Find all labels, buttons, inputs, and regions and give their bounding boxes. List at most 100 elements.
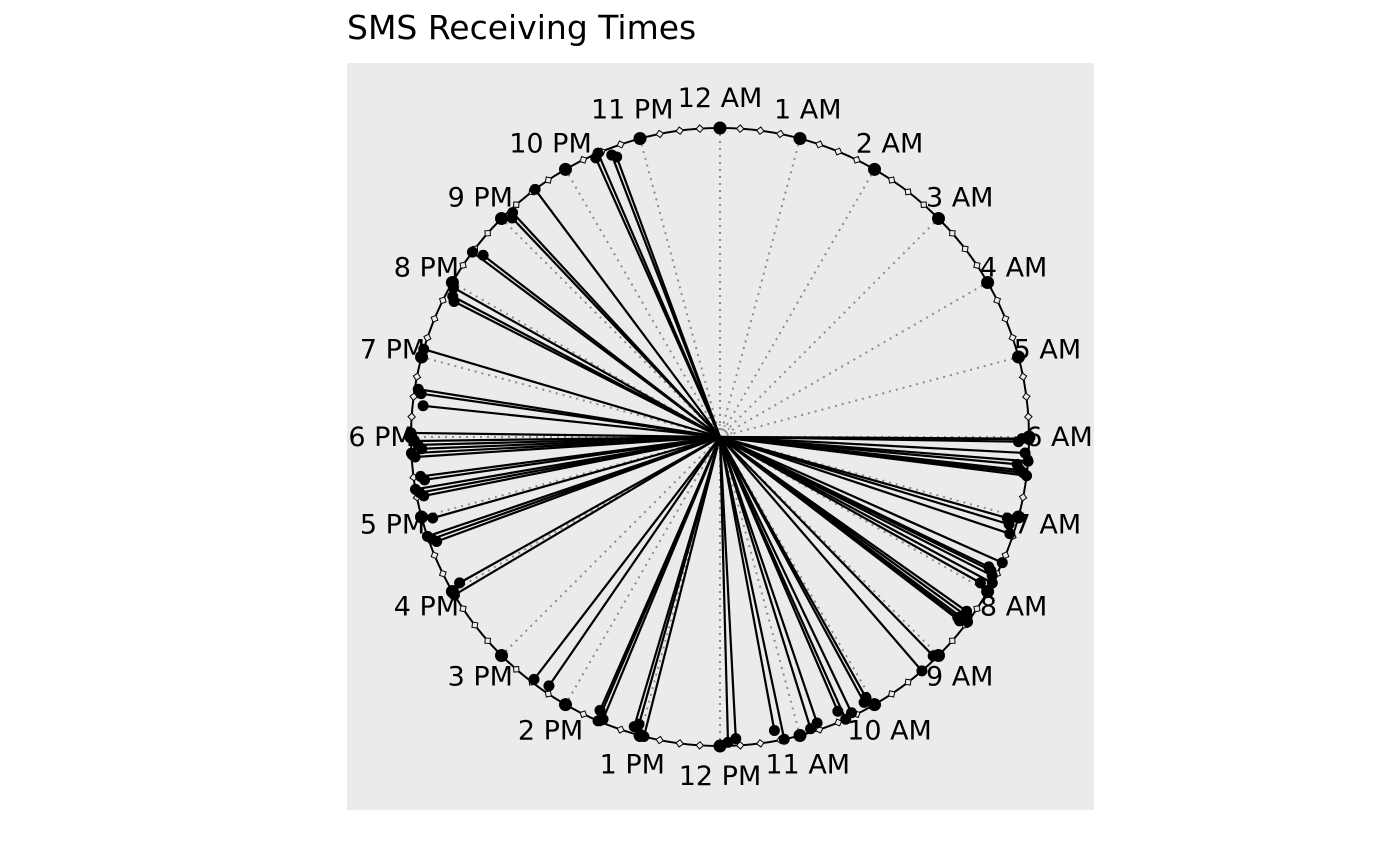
observation-point (916, 665, 928, 677)
minor-tick (949, 229, 956, 237)
observation-point (529, 183, 541, 195)
observation-point (405, 427, 417, 439)
minor-tick (484, 229, 491, 237)
hour-reference-line (500, 436, 721, 657)
hour-marker (1011, 350, 1025, 364)
minor-tick (755, 126, 765, 135)
observation-line (719, 435, 1010, 526)
hour-marker (868, 162, 881, 176)
hour-tick-labels: 12 AM 1 AM 2 AM3 AM 4 AM 5 AM 6 AM 7 AM 8 AM 9 A… (348, 83, 1092, 792)
observation-point (415, 470, 427, 482)
observation-line (633, 436, 722, 727)
minor-tick (1018, 492, 1028, 502)
minor-tick (471, 621, 479, 629)
hour-tick-label: 6 AM (1025, 422, 1093, 453)
hour-tick-label: 1 AM (774, 95, 842, 126)
minor-tick (459, 605, 467, 613)
minor-tick (459, 261, 467, 269)
hour-marker (931, 212, 945, 226)
minor-tick (438, 569, 447, 578)
minor-tick (755, 739, 765, 748)
hour-marker (633, 132, 647, 146)
observation-line (599, 436, 722, 711)
observation-line (511, 211, 721, 438)
minor-tick (430, 551, 439, 560)
minor-tick (834, 147, 843, 156)
hour-marker (495, 648, 509, 662)
hour-tick-label: 4 AM (980, 253, 1048, 284)
hour-marker (868, 698, 881, 712)
observation-line (718, 436, 786, 740)
hour-reference-line (719, 436, 989, 593)
observation-point (418, 343, 430, 355)
minor-tick (407, 412, 417, 422)
minor-tick (973, 605, 981, 613)
observation-line (423, 348, 721, 439)
observation-line (533, 436, 721, 681)
hour-marker (793, 132, 807, 146)
observation-point (477, 249, 489, 261)
hour-tick-label: 4 PM (394, 592, 459, 623)
minor-tick (616, 140, 625, 149)
observation-point (996, 557, 1008, 569)
hour-reference-line (639, 138, 721, 438)
observation-line (418, 388, 721, 439)
observation-line (432, 435, 721, 520)
hour-tick-label: 3 PM (448, 662, 513, 693)
minor-tick (544, 690, 552, 698)
hour-reference-line (421, 436, 721, 518)
observation-point (447, 282, 459, 294)
observation-point (954, 615, 966, 627)
minor-tick (544, 176, 552, 184)
minor-tick (1022, 392, 1031, 402)
minor-tick (888, 690, 896, 698)
hour-reference-line (719, 138, 801, 438)
minor-tick (735, 124, 745, 134)
hour-marker (415, 510, 429, 524)
hour-reference-line (719, 436, 940, 657)
minor-tick (438, 296, 447, 305)
observation-line (594, 157, 722, 438)
hour-tick-label: 7 PM (360, 334, 425, 365)
observation-line (427, 435, 721, 538)
observation-line (718, 436, 819, 724)
minor-tick (920, 201, 928, 208)
minor-tick (961, 245, 969, 253)
minor-tick (616, 725, 625, 734)
observation-lines (411, 152, 1029, 743)
observation-point (594, 704, 606, 716)
minor-tick (775, 129, 785, 139)
observation-line (719, 435, 1023, 440)
hour-tick-label: 5 PM (360, 510, 425, 541)
hour-marker (713, 121, 727, 135)
observation-line (719, 436, 853, 714)
hour-tick-label: 11 PM (591, 95, 674, 126)
observation-line (718, 436, 812, 730)
hour-reference-line (719, 436, 876, 706)
observation-point (986, 577, 998, 589)
hour-reference-line (719, 436, 801, 736)
observation-point (1022, 455, 1034, 467)
minor-tick (904, 678, 912, 686)
minor-tick (852, 155, 861, 164)
minor-tick (695, 124, 705, 134)
minor-tick (973, 261, 981, 269)
observation-line (452, 286, 721, 438)
hour-reference-line (564, 168, 721, 438)
minor-tick (1023, 412, 1033, 422)
hour-reference-line (564, 436, 721, 706)
observation-line (415, 435, 721, 491)
minor-tick (904, 188, 912, 196)
observation-point (528, 673, 540, 685)
hour-marker (559, 698, 572, 712)
hour-reference-line (451, 436, 721, 593)
hour-tick-label: 2 AM (856, 128, 924, 159)
observation-line (718, 436, 776, 731)
hour-marker (559, 162, 572, 176)
observation-point (417, 400, 429, 412)
minor-tick (655, 129, 665, 139)
observation-line (719, 435, 1003, 564)
observation-line (411, 431, 721, 439)
observation-point (722, 736, 734, 748)
